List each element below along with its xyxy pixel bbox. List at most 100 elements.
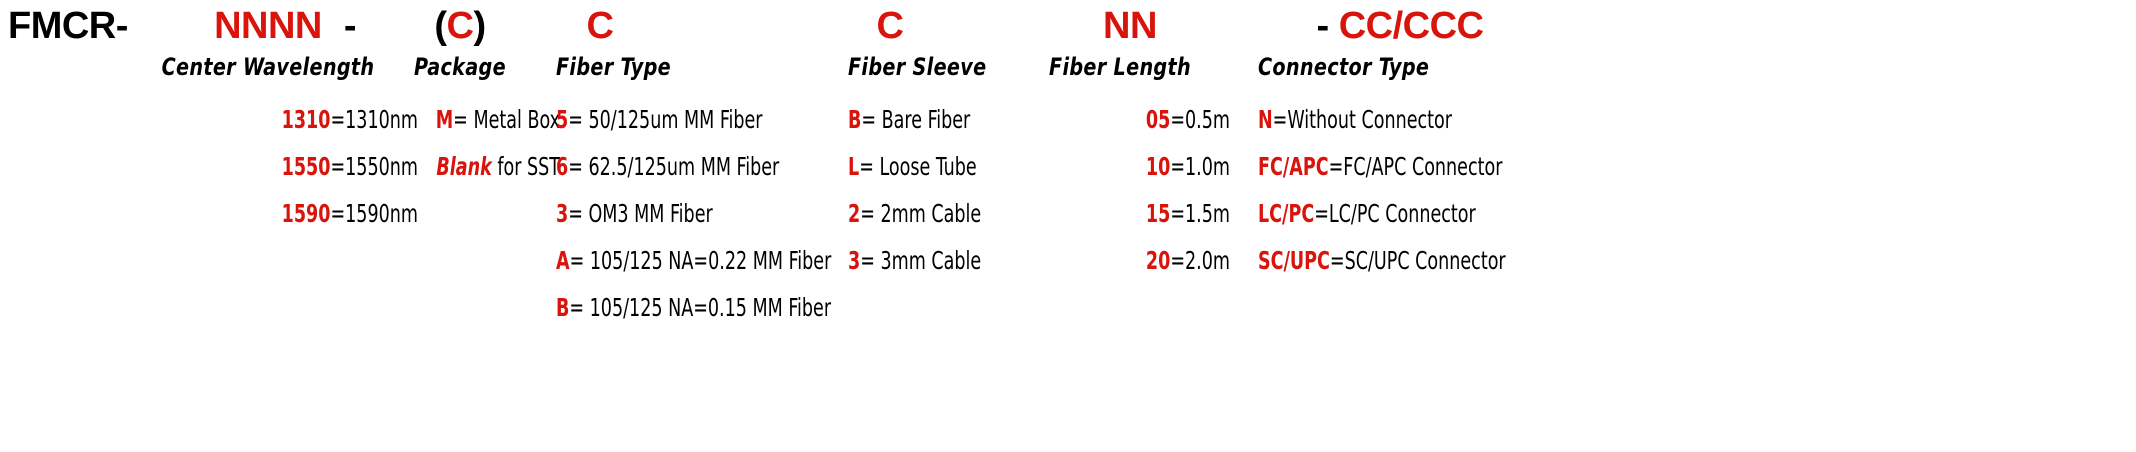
code-package-black-prefix: ( [434,5,447,47]
option-code: B [556,293,570,322]
option-row: LC/PC=LC/PC Connector [1258,190,1515,237]
option-description: =2.0m [1170,246,1230,275]
option-description: = 2mm Cable [860,199,982,228]
option-row: 1590=1590nm [184,190,418,237]
option-row: N=Without Connector [1258,96,1515,143]
option-description: = 62.5/125um MM Fiber [568,152,780,181]
code-segment-sleeve: C [800,0,980,52]
column-center-wavelength: Center Wavelength 1310=1310nm 1550=1550nm 1… [118,52,418,237]
column-package: Package M= Metal Box Blank for SST [360,52,560,190]
code-connector-placeholder: CC/CCC [1338,5,1484,47]
option-code: 6 [556,152,569,181]
code-prefix-black-prefix: FMCR- [8,5,128,47]
option-code: M [435,105,454,134]
option-row: Blank for SST [404,143,560,190]
option-code: 3 [848,246,861,275]
column-heading-package: Package [414,53,506,81]
option-description: = 3mm Cable [860,246,982,275]
option-description: =Without Connector [1272,105,1452,134]
option-description: =FC/APC Connector [1328,152,1503,181]
column-fiber-type: Fiber Type 5= 50/125um MM Fiber 6= 62.5/12… [556,52,886,331]
code-package-black-suffix: ) [473,5,486,47]
option-description: =LC/PC Connector [1314,199,1476,228]
option-row: B= 105/125 NA=0.15 MM Fiber [556,284,831,331]
option-description: =0.5m [1170,105,1230,134]
column-fiber-length: Fiber Length 05=0.5m 10=1.0m 15=1.5m 20=2.0m [1010,52,1230,284]
option-code: SC/UPC [1258,246,1330,275]
column-fiber-sleeve: Fiber Sleeve B= Bare Fiber L= Loose Tube 2=… [848,52,1078,284]
option-code: 1590 [281,199,331,228]
option-code: LC/PC [1258,199,1315,228]
code-segment-package: (C) [360,0,560,52]
option-row: 10=1.0m [1058,143,1230,190]
option-code: A [556,246,570,275]
option-row: 5= 50/125um MM Fiber [556,96,813,143]
option-list-connector: N=Without Connector FC/APC=FC/APC Connect… [1258,96,1588,284]
option-code: Blank [436,152,492,181]
code-segment-fibertype: C [510,0,690,52]
column-connector-type: Connector Type N=Without Connector FC/APC=… [1258,52,1588,284]
option-row: 3= 3mm Cable [848,237,1027,284]
column-heading-length: Fiber Length [1049,53,1191,81]
option-row: 3= OM3 MM Fiber [556,190,813,237]
option-description: =1550nm [330,152,418,181]
column-heading-wavelength: Center Wavelength [161,53,375,81]
code-segment-length: NN [1030,0,1230,52]
option-row: 15=1.5m [1058,190,1230,237]
code-connector-black-prefix: - [1316,5,1339,47]
option-code: 3 [556,199,569,228]
option-row: FC/APC=FC/APC Connector [1258,143,1515,190]
code-wavelength-placeholder: NNNN [214,5,322,47]
option-list-fibertype: 5= 50/125um MM Fiber 6= 62.5/125um MM Fib… [556,96,886,331]
option-row: 2= 2mm Cable [848,190,1027,237]
option-description: = OM3 MM Fiber [568,199,713,228]
option-row: 1310=1310nm [184,96,418,143]
option-row: L= Loose Tube [848,143,1027,190]
column-heading-connector: Connector Type [1258,53,1430,81]
option-code: B [848,105,862,134]
option-description: =1.5m [1170,199,1230,228]
code-segment-prefix: FMCR- [8,0,238,52]
option-list-length: 05=0.5m 10=1.0m 15=1.5m 20=2.0m [1010,96,1230,284]
option-code: L [848,152,860,181]
option-description: = 105/125 NA=0.22 MM Fiber [569,246,832,275]
option-code: 1550 [281,152,331,181]
code-dash1-black-prefix: - [343,5,357,47]
option-row: SC/UPC=SC/UPC Connector [1258,237,1515,284]
option-row: M= Metal Box [404,96,560,143]
code-fibertype-placeholder: C [586,5,614,47]
code-segment-wavelength: NNNN [118,0,418,52]
option-description: for SST [491,152,560,181]
option-list-sleeve: B= Bare Fiber L= Loose Tube 2= 2mm Cable 3=… [848,96,1078,284]
option-row: 1550=1550nm [184,143,418,190]
part-number-code-row: FMCR- NNNN - (C) C C NN - CC/CCC [0,0,2136,52]
option-row: B= Bare Fiber [848,96,1027,143]
option-list-package: M= Metal Box Blank for SST [360,96,560,190]
code-segment-dash: - [290,0,410,52]
column-heading-fibertype: Fiber Type [556,53,672,81]
code-segment-connector: - CC/CCC [1230,0,1570,52]
option-code: 10 [1145,152,1171,181]
option-code: N [1258,105,1273,134]
column-heading-sleeve: Fiber Sleeve [848,53,987,81]
option-row: A= 105/125 NA=0.22 MM Fiber [556,237,831,284]
option-description: = 105/125 NA=0.15 MM Fiber [569,293,832,322]
option-code: 20 [1145,246,1171,275]
option-description: = Metal Box [453,105,560,134]
option-code: FC/APC [1258,152,1329,181]
code-length-placeholder: NN [1103,5,1157,47]
option-row: 05=0.5m [1058,96,1230,143]
code-sleeve-placeholder: C [876,5,904,47]
option-code: 05 [1145,105,1171,134]
option-row: 6= 62.5/125um MM Fiber [556,143,813,190]
option-description: =SC/UPC Connector [1329,246,1506,275]
option-code: 15 [1145,199,1171,228]
option-description: = 50/125um MM Fiber [568,105,763,134]
option-description: = Loose Tube [859,152,977,181]
option-description: = Bare Fiber [861,105,971,134]
option-row: 20=2.0m [1058,237,1230,284]
option-list-wavelength: 1310=1310nm 1550=1550nm 1590=1590nm [118,96,418,237]
option-description: =1.0m [1170,152,1230,181]
code-package-placeholder: C [446,5,474,47]
